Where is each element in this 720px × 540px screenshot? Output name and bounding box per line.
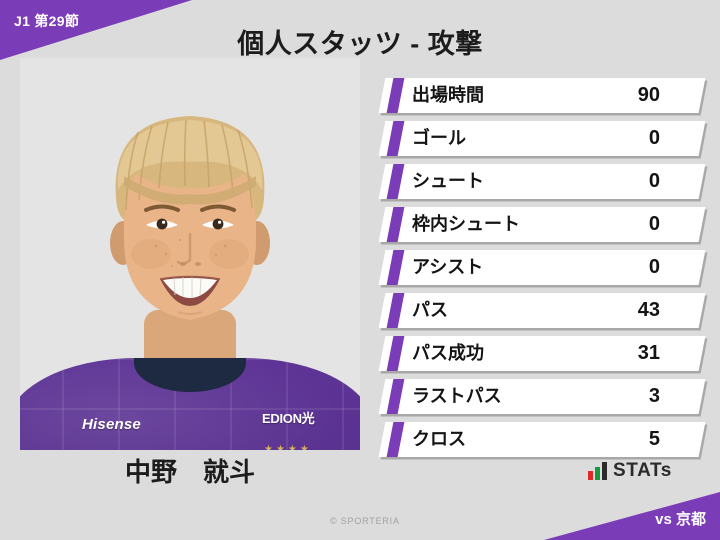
stat-label: 枠内シュート	[412, 214, 520, 234]
stat-value: 3	[648, 385, 660, 407]
table-row[interactable]: シュート 0	[378, 164, 706, 199]
player-photo: Hisense EDION光 ★★★★ © J.LEAGUE	[20, 58, 360, 450]
stat-value: 5	[648, 428, 660, 450]
table-row[interactable]: アシスト 0	[378, 250, 706, 285]
stat-value: 0	[648, 256, 660, 278]
stat-label: パス	[412, 300, 448, 320]
stat-value: 90	[637, 84, 660, 106]
stats-brand-logo: STATs	[588, 460, 672, 481]
stat-label: ゴール	[412, 128, 466, 148]
stats-list: 出場時間 90 ゴール 0 シュート 0 枠内シュート 0 アシスト 0	[378, 78, 706, 465]
stat-label: アシスト	[412, 257, 484, 277]
copyright-text: © SPORTERIA	[330, 516, 400, 526]
competition-badge: J1 第29節	[14, 13, 80, 29]
stat-value: 31	[637, 342, 660, 364]
player-name: 中野 就斗	[124, 457, 255, 487]
jersey-championship-stars: ★★★★	[264, 444, 312, 450]
jersey-main-sponsor: Hisense	[82, 416, 141, 433]
stat-label: シュート	[412, 171, 484, 191]
stats-logo-wordmark: STATs	[613, 460, 672, 481]
table-row[interactable]: ゴール 0	[378, 121, 706, 156]
stat-label: クロス	[412, 429, 466, 449]
stat-label: 出場時間	[412, 85, 484, 105]
stat-value: 0	[648, 170, 660, 192]
table-row[interactable]: 枠内シュート 0	[378, 207, 706, 242]
page-title: 個人スタッツ - 攻撃	[237, 29, 483, 59]
stat-value: 0	[648, 127, 660, 149]
stat-label: パス成功	[412, 343, 484, 363]
opponent-label: vs 京都	[655, 511, 706, 528]
table-row[interactable]: クロス 5	[378, 422, 706, 457]
stat-value: 0	[648, 213, 660, 235]
jersey-secondary-sponsor: EDION光	[262, 411, 315, 426]
player-portrait-illustration	[110, 116, 270, 320]
table-row[interactable]: パス 43	[378, 293, 706, 328]
stat-label: ラストパス	[412, 386, 502, 406]
table-row[interactable]: パス成功 31	[378, 336, 706, 371]
table-row[interactable]: ラストパス 3	[378, 379, 706, 414]
bar-chart-icon	[588, 462, 607, 480]
table-row[interactable]: 出場時間 90	[378, 78, 706, 113]
stat-value: 43	[637, 299, 660, 321]
